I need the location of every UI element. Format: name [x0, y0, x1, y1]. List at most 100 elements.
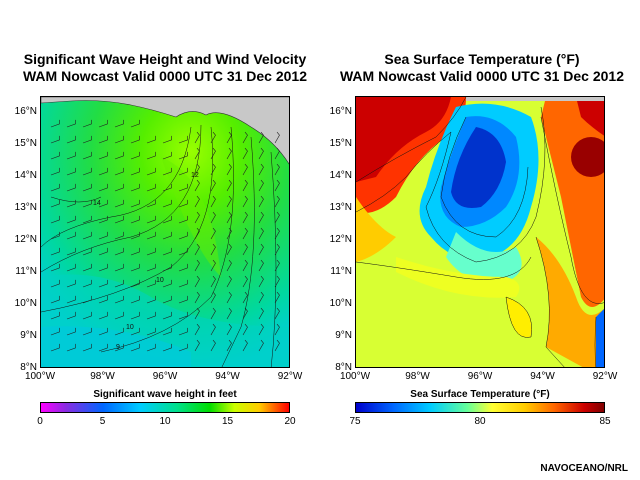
wind-barb [50, 263, 60, 272]
wind-barb [114, 247, 124, 256]
wind-barb [66, 199, 76, 208]
sst-ticks-label: 85 [599, 416, 611, 427]
wind-barb [178, 231, 188, 240]
wind-barb [146, 135, 156, 144]
sst-lon-label: 100°W [339, 371, 371, 382]
wind-barb [274, 211, 280, 224]
wind-barb [82, 199, 92, 208]
wind-barb [82, 263, 92, 272]
wind-barb [130, 199, 140, 208]
wind-barb [274, 291, 280, 304]
wind-barb [98, 295, 108, 304]
wind-barb [210, 323, 216, 336]
wind-barb [98, 215, 108, 224]
wind-barb [50, 215, 60, 224]
wind-barb [210, 179, 216, 192]
wind-barb [114, 231, 124, 240]
wind-barb [210, 147, 216, 160]
wind-barb [178, 167, 188, 176]
sst-lon-label: 92°W [592, 371, 618, 382]
wind-barb [98, 199, 108, 208]
wave-height-map: 14 12 10 10 9 [40, 96, 290, 368]
wind-barb [178, 215, 188, 224]
wind-barb [130, 327, 140, 336]
wind-barb [162, 327, 172, 336]
wind-barb [50, 247, 60, 256]
wave-panel-title: Significant Wave Height and Wind Velocit… [10, 51, 320, 85]
wind-barb [82, 119, 92, 128]
wind-barb [50, 327, 60, 336]
wind-barb [178, 199, 188, 208]
sst-title-line2: WAM Nowcast Valid 0000 UTC 31 Dec 2012 [339, 68, 624, 84]
sst-lat-label: 10°N [329, 298, 352, 309]
wind-barb [258, 323, 264, 336]
wind-barb [194, 243, 200, 256]
sst-ticks-label: 75 [349, 416, 361, 427]
wind-barb [242, 147, 248, 160]
wind-barb [242, 227, 248, 240]
wind-barb [226, 323, 232, 336]
wind-barb [226, 227, 232, 240]
wind-barb [178, 151, 188, 160]
wave-ticks-label: 5 [99, 416, 106, 427]
wind-barb [50, 183, 60, 192]
wind-barb [162, 295, 172, 304]
wave-colorbar-label: Significant wave height in feet [93, 389, 237, 400]
wind-barb [194, 147, 200, 160]
wind-barb [178, 135, 188, 144]
credit-text: NAVOCEANO/NRL [540, 463, 628, 474]
wind-barb [98, 263, 108, 272]
wind-barb [274, 307, 280, 320]
wind-barb [82, 311, 92, 320]
contour-label: 10 [126, 324, 134, 331]
wind-barb [194, 179, 200, 192]
wind-barb [162, 231, 172, 240]
wind-barb [162, 263, 172, 272]
wind-barb [114, 167, 124, 176]
wind-barb [258, 131, 264, 144]
wind-barb [194, 275, 200, 288]
wind-barb [210, 307, 216, 320]
wind-barb [194, 339, 200, 352]
wind-barb [242, 291, 248, 304]
wind-barb [98, 311, 108, 320]
sst-colorbar [355, 402, 605, 413]
wind-barb [210, 227, 216, 240]
wind-barb [210, 259, 216, 272]
wind-barb [146, 199, 156, 208]
wind-barb [66, 151, 76, 160]
wind-barb [114, 199, 124, 208]
wind-barb [50, 151, 60, 160]
sst-lon-label: 98°W [405, 371, 430, 382]
wind-barb [210, 275, 216, 288]
wind-barb [114, 151, 124, 160]
wind-barb [274, 259, 280, 272]
wind-barb [130, 263, 140, 272]
wind-barb [130, 167, 140, 176]
wind-barb [114, 215, 124, 224]
wind-barb [162, 279, 172, 288]
wind-barb [66, 295, 76, 304]
wind-barb [66, 135, 76, 144]
wind-barb [226, 339, 232, 352]
wind-barb [98, 279, 108, 288]
wave-title-line1: Significant Wave Height and Wind Velocit… [23, 51, 307, 67]
wind-barb [242, 211, 248, 224]
wind-barb [50, 231, 60, 240]
wind-barb [66, 247, 76, 256]
contour-label: 9 [116, 344, 120, 351]
sst-lat-label: 12°N [329, 234, 352, 245]
wind-barb [258, 291, 264, 304]
wind-barb [194, 131, 200, 144]
wind-barb [66, 215, 76, 224]
wave-ticks-label: 0 [37, 416, 43, 427]
wind-barb [50, 279, 60, 288]
wind-barb [242, 195, 248, 208]
wind-barb [66, 279, 76, 288]
wind-barb [146, 263, 156, 272]
wave-ticks-label: 15 [221, 416, 234, 427]
wind-barb [258, 147, 264, 160]
wind-barb [258, 243, 264, 256]
wind-barb [130, 295, 140, 304]
wind-barb [226, 243, 232, 256]
